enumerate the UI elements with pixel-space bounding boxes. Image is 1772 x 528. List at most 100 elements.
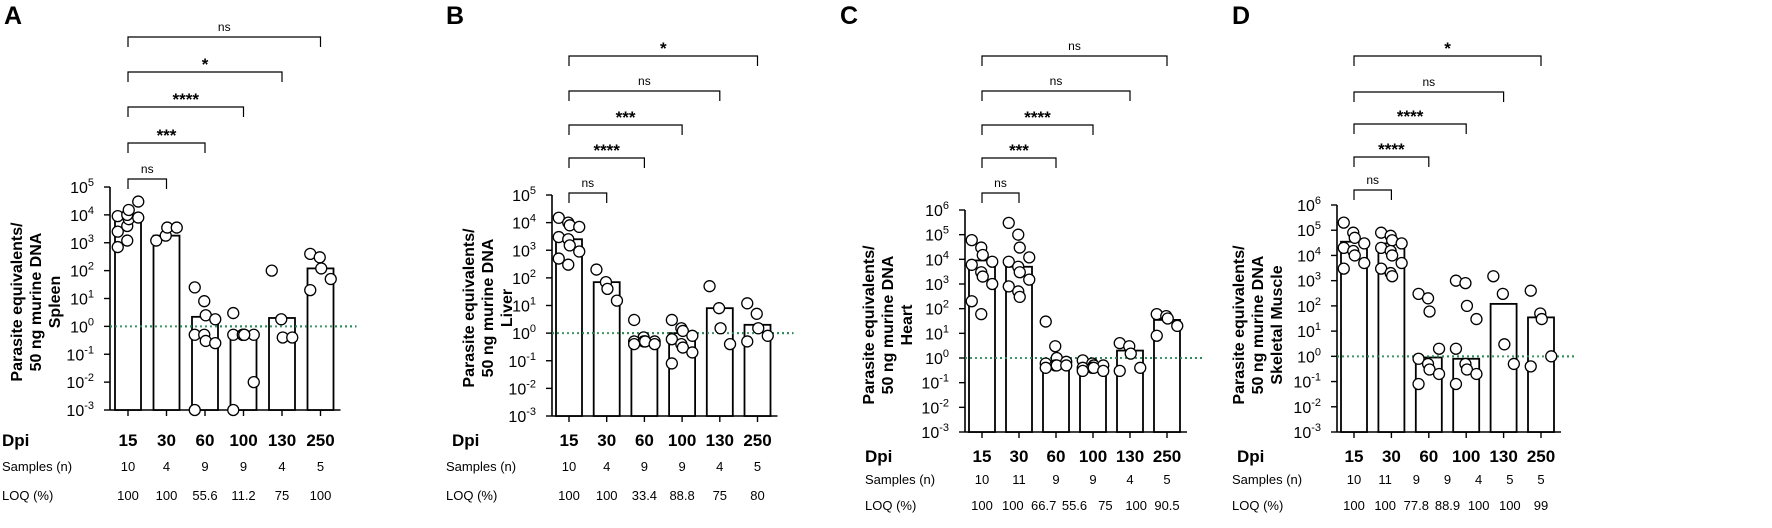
significance-bracket: [1353, 189, 1392, 200]
x-tick-label: 30: [157, 431, 176, 450]
data-point: [1498, 338, 1511, 351]
y-tick-label: 10-2: [66, 372, 94, 392]
x-tick-label: 250: [306, 431, 334, 450]
y-tick-label: 10-2: [921, 397, 949, 417]
significance-bracket: [127, 71, 283, 82]
row-label-loq: LOQ (%): [2, 488, 53, 503]
samples-value: 11: [1378, 472, 1392, 487]
y-axis-label: Parasite equivalents/50 ng murine DNA Ske…: [1231, 245, 1286, 405]
data-point: [723, 337, 737, 351]
x-tick-label: 60: [196, 431, 215, 450]
y-tick-label: 102: [925, 299, 949, 319]
data-point: [741, 297, 754, 310]
x-tick-label: 130: [1116, 447, 1144, 466]
significance-label: ****: [1378, 140, 1405, 159]
loq-value: 75: [275, 488, 289, 503]
data-point: [552, 252, 565, 265]
panel-letter: C: [840, 2, 858, 30]
significance-bracket: [981, 192, 1020, 203]
data-point: [1171, 319, 1184, 333]
samples-value: 4: [603, 459, 610, 474]
data-point: [563, 239, 576, 252]
significance-bracket: [568, 124, 683, 135]
y-tick-label: 102: [512, 268, 536, 288]
panel-b: B 10-310-210-1100101102103104105Parasite…: [446, 2, 794, 503]
samples-value: 9: [240, 459, 247, 474]
data-point: [304, 283, 317, 297]
significance-label: *: [1444, 39, 1451, 58]
x-tick-label: 60: [1419, 447, 1438, 466]
loq-value: 100: [310, 488, 332, 503]
significance-label: *: [660, 39, 667, 58]
y-tick-label: 105: [512, 185, 536, 205]
significance-label: ***: [157, 126, 177, 145]
data-point: [573, 220, 586, 234]
data-point: [286, 331, 299, 344]
data-point: [752, 322, 765, 335]
y-tick-label: 10-1: [921, 373, 949, 393]
samples-value: 5: [754, 459, 761, 474]
data-point: [562, 258, 575, 271]
panel-c: C 10-310-210-1100101102103104105106Paras…: [840, 2, 1203, 513]
loq-value: 75: [1098, 498, 1112, 513]
data-point: [1395, 237, 1408, 250]
data-point: [676, 341, 689, 354]
loq-value: 100: [117, 488, 139, 503]
data-point: [188, 281, 201, 294]
data-point: [714, 322, 727, 335]
y-tick-label: 101: [925, 323, 949, 343]
samples-value: 9: [201, 459, 208, 474]
significance-label: ns: [994, 176, 1007, 190]
samples-value: 4: [716, 459, 723, 474]
y-tick-label: 104: [1297, 245, 1321, 265]
data-point: [965, 233, 978, 247]
y-tick-label: 100: [70, 316, 94, 336]
x-tick-label: 60: [635, 431, 654, 450]
x-tick-label: 60: [1047, 447, 1066, 466]
data-point: [111, 225, 124, 238]
y-tick-label: 103: [512, 240, 536, 260]
significance-label: ****: [1024, 108, 1051, 127]
y-tick-label: 102: [70, 261, 94, 281]
samples-value: 9: [641, 459, 648, 474]
significance-label: ****: [593, 141, 620, 160]
significance-label: ns: [582, 176, 595, 190]
panel-d: D 10-310-210-1100101102103104105106Paras…: [1231, 2, 1577, 513]
loq-value: 100: [1343, 498, 1365, 513]
data-point: [665, 357, 678, 370]
x-tick-label: 250: [1153, 447, 1181, 466]
data-point: [209, 337, 222, 350]
loq-value: 100: [971, 498, 993, 513]
data-point: [1449, 377, 1463, 391]
row-label-samples: Samples (n): [446, 459, 516, 474]
data-point: [1459, 276, 1472, 290]
y-tick-label: 105: [70, 177, 94, 197]
data-point: [265, 264, 278, 277]
data-point: [1337, 262, 1350, 275]
row-label-loq: LOQ (%): [1232, 498, 1283, 513]
data-point: [1023, 251, 1036, 264]
y-tick-label: 105: [1297, 220, 1321, 240]
data-point: [573, 245, 586, 258]
significance-bracket: [127, 106, 245, 117]
loq-value: 90.5: [1154, 498, 1179, 513]
data-point: [628, 337, 641, 351]
data-point: [1412, 352, 1425, 365]
significance-bracket: [981, 157, 1057, 168]
loq-value: 100: [1374, 498, 1396, 513]
data-point: [1013, 290, 1026, 304]
data-point: [761, 329, 774, 342]
significance-label: ns: [141, 162, 154, 176]
y-tick-label: 10-3: [508, 406, 536, 426]
significance-bracket: [981, 90, 1131, 101]
data-point: [1545, 350, 1558, 363]
data-point: [1470, 312, 1483, 326]
panel-letter: B: [446, 2, 464, 30]
bar: [968, 259, 996, 433]
samples-value: 4: [1475, 472, 1482, 487]
y-tick-label: 101: [512, 296, 536, 316]
y-tick-label: 100: [925, 348, 949, 368]
data-point: [590, 263, 603, 276]
data-point: [1161, 312, 1174, 325]
data-point: [170, 221, 183, 234]
